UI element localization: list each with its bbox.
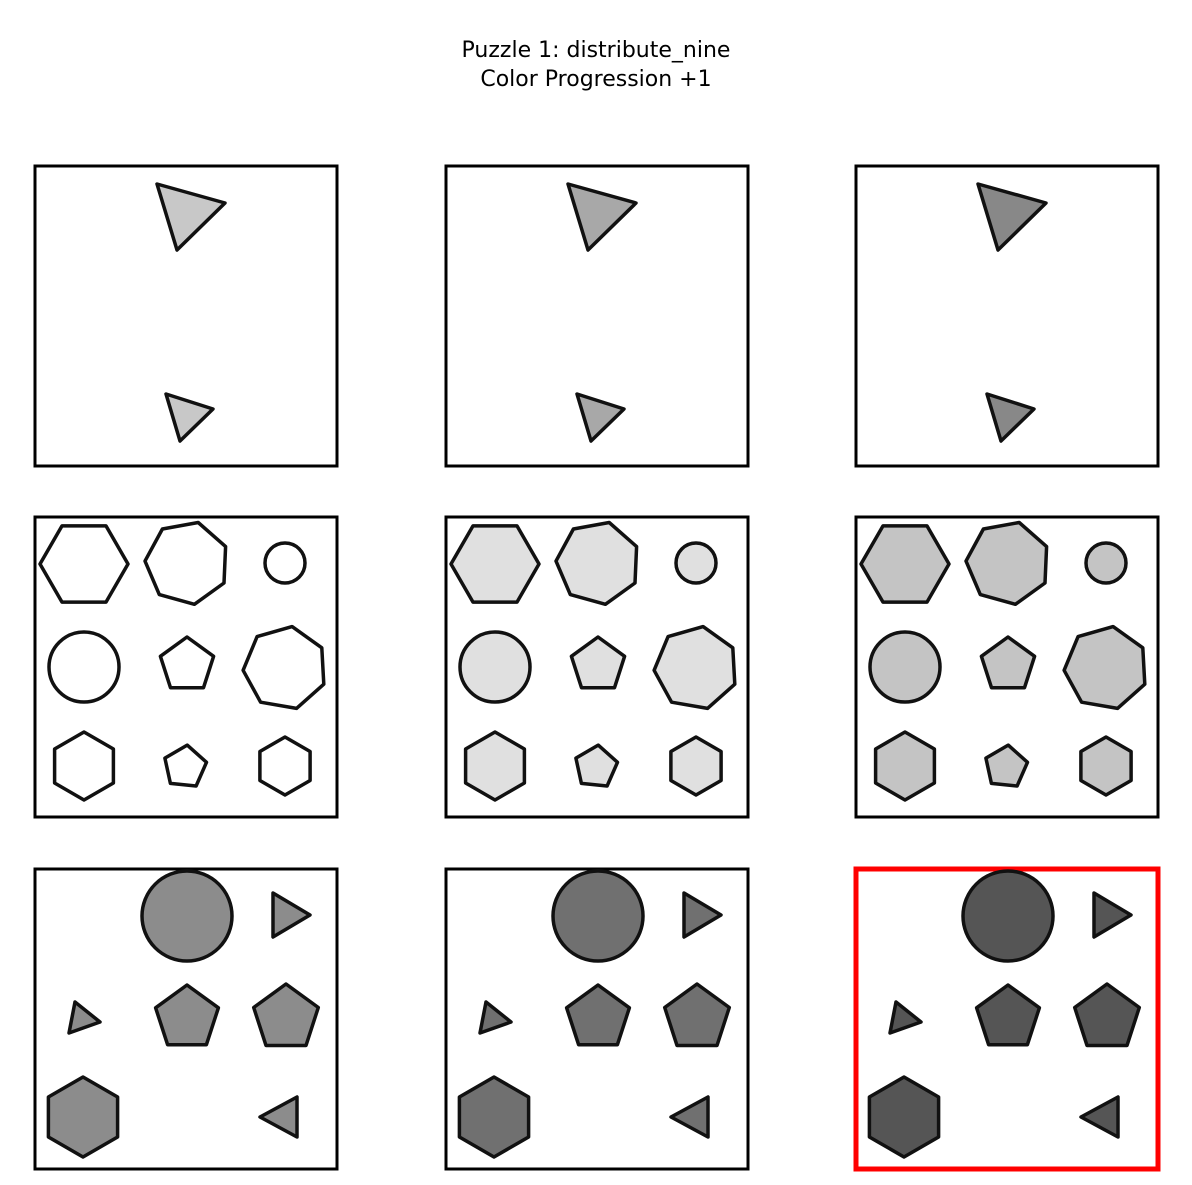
- panel: [853, 866, 1161, 1172]
- panel: [444, 164, 750, 468]
- shape-polygon: [449, 524, 541, 604]
- shape-triangle: [575, 392, 626, 443]
- shape-triangle: [1092, 891, 1133, 939]
- shape-polygon: [979, 635, 1037, 690]
- shape-circle: [551, 869, 645, 963]
- panel: [854, 164, 1160, 468]
- shape-triangle: [271, 891, 312, 939]
- panel: [854, 515, 1160, 819]
- shape-circle: [868, 630, 942, 704]
- shape-triangle: [67, 1000, 102, 1035]
- shape-triangle: [155, 182, 227, 252]
- title: Puzzle 1: distribute_nine: [462, 38, 731, 63]
- shape-circle: [263, 541, 307, 585]
- shape-circle: [47, 630, 121, 704]
- shape-polygon: [457, 1075, 531, 1159]
- shape-polygon: [52, 730, 116, 802]
- shape-polygon: [964, 520, 1049, 607]
- shape-polygon: [241, 624, 326, 711]
- panel: [33, 515, 339, 819]
- shape-polygon: [564, 983, 632, 1047]
- shape-polygon: [652, 624, 737, 711]
- shape-polygon: [873, 730, 937, 802]
- panel: [444, 867, 750, 1171]
- shape-polygon: [1072, 982, 1142, 1048]
- shape-circle: [140, 869, 234, 963]
- shape-triangle: [1079, 1095, 1120, 1139]
- shape-polygon: [258, 735, 312, 797]
- shape-polygon: [974, 983, 1042, 1047]
- shape-triangle: [258, 1095, 299, 1139]
- shape-circle: [674, 541, 718, 585]
- shape-circle: [458, 630, 532, 704]
- shape-polygon: [859, 524, 951, 604]
- shape-polygon: [153, 983, 221, 1047]
- shape-triangle: [888, 1000, 923, 1035]
- panel: [444, 515, 750, 819]
- shape-circle: [1084, 541, 1128, 585]
- shape-polygon: [46, 1075, 120, 1159]
- shape-polygon: [669, 735, 723, 797]
- shape-polygon: [569, 635, 627, 690]
- shape-polygon: [163, 743, 209, 788]
- shape-triangle: [669, 1095, 710, 1139]
- shape-polygon: [1079, 735, 1133, 797]
- shape-triangle: [976, 182, 1048, 252]
- shape-triangle: [478, 1000, 513, 1035]
- shape-polygon: [574, 743, 620, 788]
- shape-triangle: [682, 891, 723, 939]
- subtitle: Color Progression +1: [480, 67, 711, 92]
- shape-polygon: [867, 1075, 941, 1159]
- shape-polygon: [554, 520, 639, 607]
- shape-polygon: [1062, 624, 1147, 711]
- shape-triangle: [985, 392, 1036, 443]
- shape-circle: [961, 869, 1055, 963]
- panel: [33, 867, 339, 1171]
- panel: [33, 164, 339, 468]
- shape-triangle: [566, 182, 638, 252]
- shape-polygon: [251, 982, 321, 1048]
- shape-polygon: [143, 520, 228, 607]
- shape-polygon: [984, 743, 1030, 788]
- shape-polygon: [38, 524, 130, 604]
- shape-polygon: [662, 982, 732, 1048]
- shape-polygon: [463, 730, 527, 802]
- shape-polygon: [158, 635, 216, 690]
- shape-triangle: [164, 392, 215, 443]
